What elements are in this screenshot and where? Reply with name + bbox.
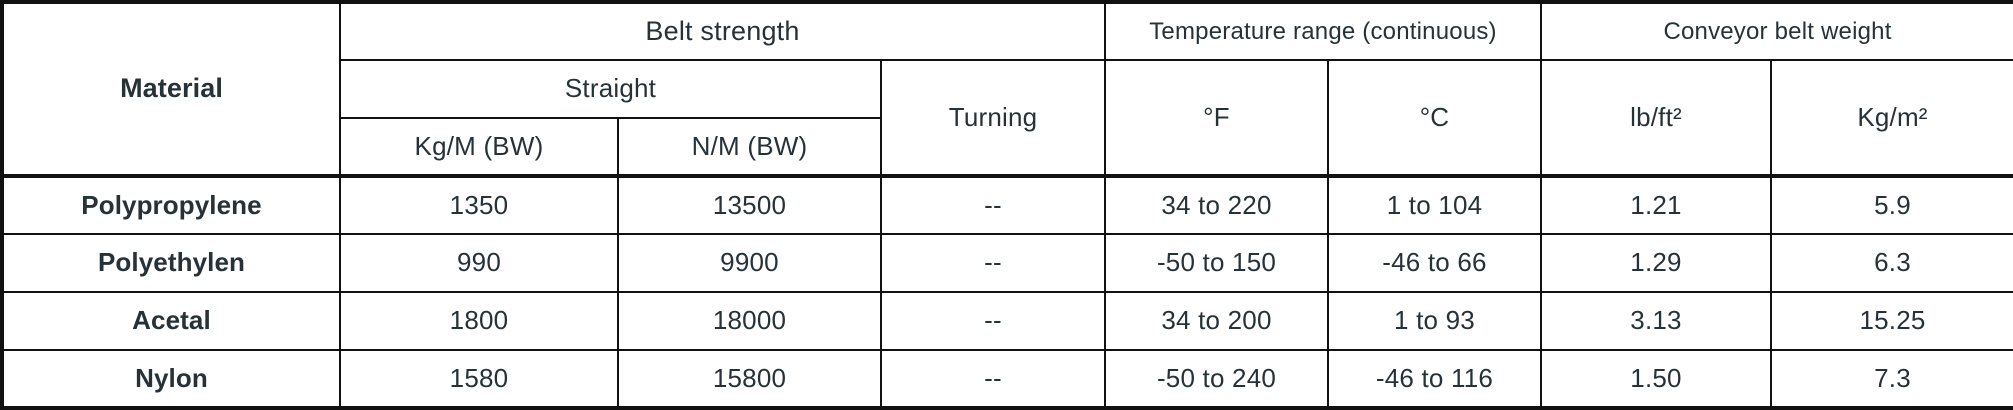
table-row-polyethylen: Polyethylen 990 9900 -- -50 to 150 -46 t… xyxy=(1,233,2013,293)
cell-n-m: 13500 xyxy=(617,174,882,235)
header-belt-strength-group: Belt strength xyxy=(339,1,1106,61)
cell-material: Acetal xyxy=(1,291,341,351)
header-lb-ft2: lb/ft² xyxy=(1540,59,1772,177)
header-row-subgroups: Straight Turning °F °C lb/ft² Kg/m² xyxy=(2,59,2013,177)
cell-temp-f: -50 to 240 xyxy=(1104,349,1329,409)
cell-weight-kg: 5.9 xyxy=(1770,174,2013,235)
header-kg-m2: Kg/m² xyxy=(1770,59,2013,177)
cell-weight-lb: 1.29 xyxy=(1540,233,1772,293)
header-straight-group: Straight xyxy=(339,59,882,119)
cell-turning: -- xyxy=(880,233,1106,293)
cell-material: Nylon xyxy=(1,349,341,409)
header-deg-f: °F xyxy=(1104,59,1329,177)
cell-temp-f: 34 to 200 xyxy=(1104,291,1329,351)
cell-temp-f: -50 to 150 xyxy=(1104,233,1329,293)
cell-n-m: 18000 xyxy=(617,291,882,351)
header-turning: Turning xyxy=(880,59,1106,177)
header-material: Material xyxy=(1,1,341,177)
cell-kg-m: 1800 xyxy=(339,291,619,351)
cell-weight-lb: 3.13 xyxy=(1540,291,1772,351)
header-row-groups: Material Belt strength Temperature range… xyxy=(1,1,2013,177)
header-n-m-bw: N/M (BW) xyxy=(617,117,882,177)
header-deg-c: °C xyxy=(1327,59,1542,177)
cell-temp-f: 34 to 220 xyxy=(1104,174,1329,235)
cell-kg-m: 1580 xyxy=(339,349,619,409)
header-kg-m-bw: Kg/M (BW) xyxy=(339,117,619,177)
cell-temp-c: -46 to 116 xyxy=(1327,349,1542,409)
cell-material: Polyethylen xyxy=(1,233,341,293)
header-conveyor-belt-weight-group: Conveyor belt weight xyxy=(1540,1,2013,61)
cell-n-m: 15800 xyxy=(617,349,882,409)
table-row-nylon: Nylon 1580 15800 -- -50 to 240 -46 to 11… xyxy=(1,349,2013,409)
cell-weight-kg: 7.3 xyxy=(1770,349,2013,409)
table-row-acetal: Acetal 1800 18000 -- 34 to 200 1 to 93 3… xyxy=(1,291,2013,351)
cell-turning: -- xyxy=(880,174,1106,235)
cell-temp-c: -46 to 66 xyxy=(1327,233,1542,293)
cell-temp-c: 1 to 93 xyxy=(1327,291,1542,351)
cell-kg-m: 1350 xyxy=(339,174,619,235)
cell-weight-kg: 6.3 xyxy=(1770,233,2013,293)
cell-turning: -- xyxy=(880,291,1106,351)
cell-weight-lb: 1.50 xyxy=(1540,349,1772,409)
header-row-units: Kg/M (BW) N/M (BW) xyxy=(2,117,2013,177)
cell-n-m: 9900 xyxy=(617,233,882,293)
cell-temp-c: 1 to 104 xyxy=(1327,174,1542,235)
table-row-polypropylene: Polypropylene 1350 13500 -- 34 to 220 1 … xyxy=(1,174,2013,235)
cell-turning: -- xyxy=(880,349,1106,409)
cell-weight-lb: 1.21 xyxy=(1540,174,1772,235)
cell-kg-m: 990 xyxy=(339,233,619,293)
header-temperature-range-group: Temperature range (continuous) xyxy=(1104,1,1542,61)
cell-material: Polypropylene xyxy=(1,174,341,235)
cell-weight-kg: 15.25 xyxy=(1770,291,2013,351)
